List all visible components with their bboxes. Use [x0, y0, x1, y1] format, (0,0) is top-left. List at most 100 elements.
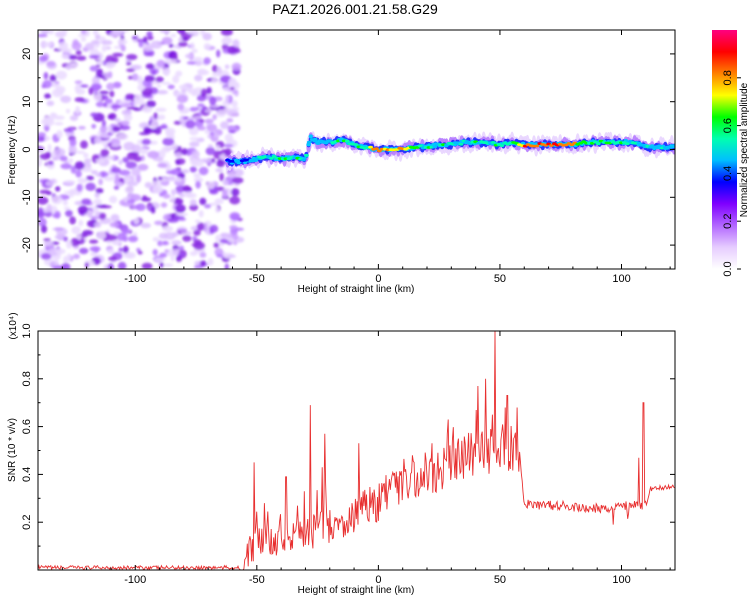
track-core-blob	[458, 142, 464, 146]
noise-blob	[77, 205, 88, 215]
noise-blob	[100, 149, 110, 157]
noise-blob	[196, 222, 205, 231]
noise-blob	[95, 34, 101, 40]
noise-blob	[159, 252, 167, 258]
noise-blob	[38, 217, 47, 227]
noise-blob	[215, 206, 220, 213]
noise-blob	[66, 240, 72, 249]
noise-blob	[73, 253, 80, 260]
noise-blob	[108, 256, 118, 262]
noise-blob	[43, 72, 49, 80]
noise-blob	[56, 130, 63, 139]
noise-blob	[75, 106, 81, 115]
noise-blob	[39, 153, 50, 160]
colorbar-tick-label: 0.2	[722, 214, 734, 229]
noise-blob	[63, 128, 72, 133]
noise-blob	[224, 133, 234, 142]
noise-blob	[198, 166, 209, 176]
noise-blob	[193, 177, 204, 183]
noise-blob	[112, 81, 122, 89]
noise-blob	[114, 173, 120, 182]
noise-blob	[138, 39, 144, 48]
noise-blob	[216, 49, 221, 58]
noise-blob	[212, 64, 218, 73]
noise-blob	[171, 240, 182, 246]
noise-blob	[70, 166, 77, 174]
spectrogram-x-label: Height of straight line (km)	[298, 284, 415, 295]
noise-blob	[99, 125, 107, 134]
track-core-blob	[306, 140, 312, 144]
snr-y-ticks: 0.2 0.4 0.6 0.8 1.0	[21, 323, 675, 547]
noise-blob	[174, 215, 185, 220]
noise-blob	[107, 115, 113, 120]
noise-blob	[89, 54, 100, 59]
noise-blob	[204, 118, 214, 124]
noise-blob	[126, 61, 132, 66]
noise-blob	[204, 204, 212, 209]
noise-blob	[107, 249, 115, 254]
noise-blob	[125, 161, 137, 169]
noise-blob	[191, 91, 198, 97]
x-tick-label: 100	[612, 273, 630, 285]
noise-blob	[113, 185, 120, 190]
noise-blob	[175, 255, 182, 262]
noise-blob	[95, 101, 105, 108]
track-core-blob	[595, 142, 601, 146]
noise-blob	[120, 44, 126, 52]
y-tick-label: 20	[21, 48, 33, 60]
noise-blob	[172, 197, 184, 205]
noise-blob	[75, 88, 86, 95]
noise-blob	[157, 114, 166, 120]
noise-blob	[89, 246, 101, 252]
noise-blob	[90, 216, 101, 220]
noise-blob	[157, 125, 169, 129]
noise-blob	[140, 197, 152, 202]
spectrogram-y-ticks: -20 -10 0 10 20	[21, 29, 675, 270]
snr-x-label: Height of straight line (km)	[298, 585, 415, 596]
noise-blob	[81, 198, 92, 205]
noise-blob	[176, 228, 188, 232]
noise-blob	[143, 126, 151, 134]
x-tick-label: -100	[124, 273, 146, 285]
noise-blob	[208, 202, 218, 206]
noise-blob	[182, 116, 189, 120]
noise-blob	[170, 33, 177, 38]
colorbar-ticks: 0.0 0.2 0.4 0.6 0.8	[722, 70, 741, 277]
track-core-blob	[266, 155, 271, 158]
noise-blob	[38, 207, 44, 216]
noise-blob	[181, 169, 190, 174]
track-core-blob	[304, 153, 309, 157]
noise-blob	[91, 123, 97, 129]
noise-blob	[133, 155, 142, 162]
noise-blob	[63, 190, 76, 194]
noise-blob	[172, 248, 180, 256]
noise-blob	[219, 172, 224, 182]
noise-blob	[54, 122, 64, 126]
noise-blob	[43, 238, 51, 242]
x-tick-label: 50	[494, 273, 506, 285]
noise-blob	[133, 97, 139, 107]
noise-blob	[194, 60, 203, 66]
noise-blob	[190, 42, 195, 49]
colorbar-tick-label: 0.6	[722, 118, 734, 133]
noise-blob	[122, 157, 130, 163]
noise-blob	[117, 232, 126, 241]
noise-blob	[97, 231, 107, 240]
noise-blob	[119, 120, 130, 126]
noise-blob	[46, 100, 55, 107]
noise-blob	[166, 129, 172, 139]
noise-blob	[95, 204, 108, 209]
noise-blob	[127, 181, 139, 187]
noise-blob	[161, 36, 173, 45]
noise-blob	[96, 60, 104, 66]
noise-blob	[93, 93, 102, 102]
noise-blob	[133, 217, 140, 225]
noise-blob	[152, 185, 164, 194]
noise-blob	[204, 109, 213, 113]
noise-blob	[211, 78, 218, 84]
noise-blob	[123, 252, 133, 258]
noise-blob	[160, 202, 168, 208]
noise-blob	[99, 212, 107, 220]
noise-blob	[107, 71, 113, 79]
track-core-blob	[414, 146, 420, 149]
